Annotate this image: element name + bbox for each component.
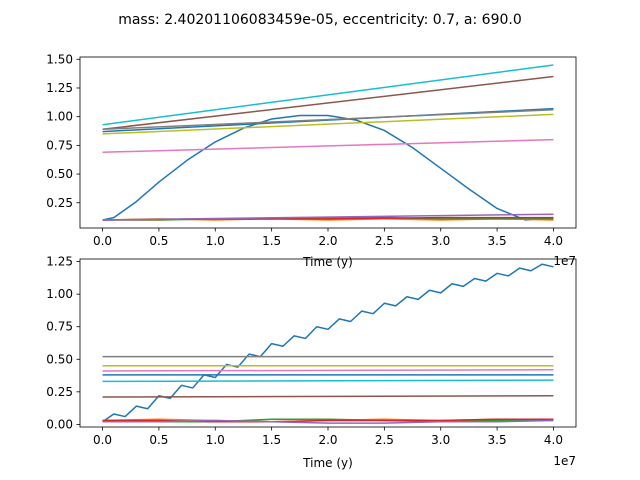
x-tick-label: 1.5	[262, 433, 281, 447]
series-line-8	[102, 109, 554, 131]
y-tick-label: 1.25	[46, 255, 73, 269]
y-tick-label: 0.25	[46, 385, 73, 399]
x-tick-label: 4.0	[544, 234, 563, 248]
series-line-0	[102, 114, 554, 221]
y-tick-label: 0.50	[46, 167, 73, 181]
y-tick-label: 0.25	[46, 196, 73, 210]
x-tick-label: 2.5	[375, 234, 394, 248]
x-tick-label: 0.0	[93, 234, 112, 248]
x-tick-label: 4.0	[544, 433, 563, 447]
y-tick-label: 1.00	[46, 287, 73, 301]
y-tick-label: 0.75	[46, 320, 73, 334]
x-tick-label: 2.0	[318, 234, 337, 248]
y-tick-label: 1.00	[46, 110, 73, 124]
x-axis-label: Time (y)	[302, 255, 353, 269]
series-line-10	[102, 64, 554, 126]
x-axis-offset-text: 1e7	[553, 454, 576, 468]
x-axis-label: Time (y)	[302, 456, 353, 470]
series-line-9	[102, 379, 554, 383]
bottom-subplot: 0.0 0.5 1.0 1.5 2.0 2.5 3.0 3.5 4.0 0.00 0.25 0.50 0…	[46, 255, 577, 470]
series-line-5	[102, 213, 554, 221]
series-line-9	[102, 113, 554, 135]
x-tick-label: 3.5	[488, 433, 507, 447]
x-tick-label: 1.5	[262, 234, 281, 248]
y-tick-label: 1.25	[46, 81, 73, 95]
y-tick-label: 1.50	[46, 52, 73, 66]
x-tick-label: 2.0	[318, 433, 337, 447]
y-tick-label: 0.75	[46, 138, 73, 152]
series-line-6	[102, 75, 554, 131]
series-line-6	[102, 368, 554, 372]
x-tick-label: 3.0	[431, 433, 450, 447]
x-tick-label: 0.5	[149, 433, 168, 447]
x-tick-label: 0.5	[149, 234, 168, 248]
figure-suptitle: mass: 2.40201106083459e-05, eccentricity…	[118, 12, 522, 28]
series-line-4	[102, 419, 554, 424]
y-tick-label: 0.50	[46, 352, 73, 366]
series-group	[102, 64, 554, 221]
x-tick-label: 0.0	[93, 433, 112, 447]
x-tick-label: 1.0	[206, 433, 225, 447]
series-line-0	[102, 263, 554, 423]
top-subplot: 0.0 0.5 1.0 1.5 2.0 2.5 3.0 3.5 4.0 0.25 0.50 0.75 1…	[46, 52, 577, 269]
x-tick-label: 2.5	[375, 433, 394, 447]
x-axis-offset-text: 1e7	[553, 254, 576, 268]
x-tick-label: 3.0	[431, 234, 450, 248]
series-group	[102, 263, 554, 424]
y-tick-label: 0.00	[46, 417, 73, 431]
x-tick-label: 3.5	[488, 234, 507, 248]
x-tick-label: 1.0	[206, 234, 225, 248]
series-line-7	[102, 138, 554, 154]
series-line-5	[102, 394, 554, 398]
